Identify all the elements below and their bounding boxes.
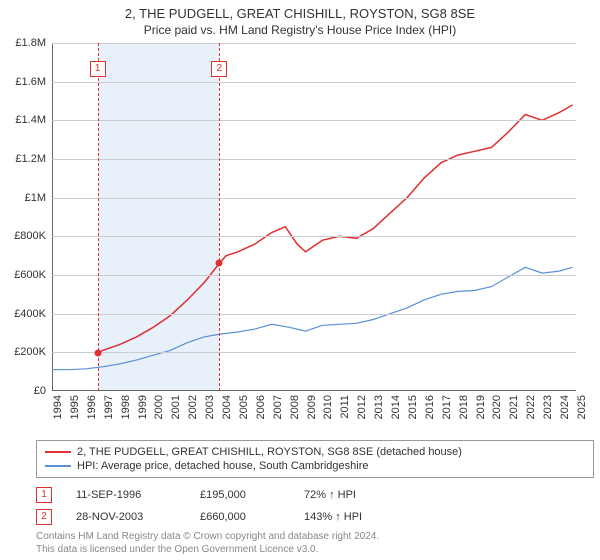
x-axis-label: 1995: [69, 395, 81, 419]
x-axis-label: 1997: [103, 395, 115, 419]
y-axis-label: £400K: [14, 308, 46, 320]
credit-line-2: This data is licensed under the Open Gov…: [36, 543, 576, 556]
series-price_paid: [98, 105, 573, 353]
x-axis-label: 2025: [576, 395, 588, 419]
y-axis-label: £200K: [14, 346, 46, 358]
y-axis-label: £800K: [14, 230, 46, 242]
x-axis-label: 2022: [525, 395, 537, 419]
x-axis-label: 2009: [306, 395, 318, 419]
chart-area: £0£200K£400K£600K£800K£1M£1.2M£1.4M£1.6M…: [52, 43, 576, 391]
gridline: [52, 43, 576, 44]
legend-label: HPI: Average price, detached house, Sout…: [77, 460, 368, 472]
chart-subtitle: Price paid vs. HM Land Registry's House …: [0, 21, 600, 43]
chart-title: 2, THE PUDGELL, GREAT CHISHILL, ROYSTON,…: [0, 0, 600, 21]
transaction-price: £195,000: [200, 489, 280, 501]
y-axis-label: £1.4M: [15, 114, 46, 126]
y-axis-label: £0: [34, 385, 46, 397]
x-axis-label: 2020: [491, 395, 503, 419]
x-axis-label: 2014: [390, 395, 402, 419]
x-axis-label: 2017: [441, 395, 453, 419]
x-axis-label: 2006: [255, 395, 267, 419]
x-axis-label: 1996: [86, 395, 98, 419]
gridline: [52, 236, 576, 237]
x-axis-label: 1999: [137, 395, 149, 419]
x-axis-label: 2011: [339, 395, 351, 419]
gridline: [52, 352, 576, 353]
x-axis-label: 2004: [221, 395, 233, 419]
transaction-pct: 72% ↑ HPI: [304, 489, 356, 501]
x-axis-label: 2016: [424, 395, 436, 419]
x-axis-label: 2002: [187, 395, 199, 419]
x-axis-label: 2001: [170, 395, 182, 419]
marker-badge-2: 2: [211, 61, 227, 77]
transaction-row: 2 28-NOV-2003 £660,000 143% ↑ HPI: [36, 506, 576, 528]
series-hpi: [52, 267, 573, 369]
marker-dot-2: [216, 260, 223, 267]
marker-badge-1: 1: [90, 61, 106, 77]
gridline: [52, 314, 576, 315]
y-axis-label: £600K: [14, 269, 46, 281]
gridline: [52, 198, 576, 199]
x-axis-label: 2010: [322, 395, 334, 419]
transaction-date: 11-SEP-1996: [76, 489, 176, 501]
x-axis-label: 2015: [407, 395, 419, 419]
x-axis-label: 2008: [289, 395, 301, 419]
x-axis-label: 2021: [508, 395, 520, 419]
y-axis-label: £1.8M: [15, 37, 46, 49]
legend-label: 2, THE PUDGELL, GREAT CHISHILL, ROYSTON,…: [77, 446, 462, 458]
gridline: [52, 82, 576, 83]
transaction-date: 28-NOV-2003: [76, 511, 176, 523]
x-axis-label: 2007: [272, 395, 284, 419]
x-axis-label: 2024: [559, 395, 571, 419]
legend-box: 2, THE PUDGELL, GREAT CHISHILL, ROYSTON,…: [36, 440, 594, 478]
credit-line-1: Contains HM Land Registry data © Crown c…: [36, 530, 576, 543]
credit-text: Contains HM Land Registry data © Crown c…: [36, 530, 576, 556]
x-axis-label: 2023: [542, 395, 554, 419]
x-axis-label: 2019: [475, 395, 487, 419]
gridline: [52, 159, 576, 160]
x-axis-label: 1998: [120, 395, 132, 419]
marker-dot-1: [94, 350, 101, 357]
marker-line-1: [98, 43, 99, 391]
transaction-badge: 1: [36, 487, 52, 503]
legend-swatch: [45, 451, 71, 453]
transaction-list: 1 11-SEP-1996 £195,000 72% ↑ HPI 2 28-NOV-200…: [36, 484, 576, 528]
transaction-row: 1 11-SEP-1996 £195,000 72% ↑ HPI: [36, 484, 576, 506]
line-series: [52, 43, 576, 391]
x-axis-label: 2005: [238, 395, 250, 419]
y-axis-label: £1.2M: [15, 153, 46, 165]
marker-line-2: [219, 43, 220, 391]
x-axis-label: 2018: [458, 395, 470, 419]
gridline: [52, 275, 576, 276]
y-axis-label: £1M: [25, 192, 46, 204]
x-axis-label: 2000: [153, 395, 165, 419]
legend-swatch: [45, 465, 71, 467]
transaction-price: £660,000: [200, 511, 280, 523]
y-axis-label: £1.6M: [15, 76, 46, 88]
gridline: [52, 120, 576, 121]
legend-row: HPI: Average price, detached house, Sout…: [45, 459, 585, 473]
x-axis-label: 2013: [373, 395, 385, 419]
x-axis-label: 1994: [52, 395, 64, 419]
transaction-badge: 2: [36, 509, 52, 525]
x-axis-label: 2012: [356, 395, 368, 419]
transaction-pct: 143% ↑ HPI: [304, 511, 362, 523]
legend-row: 2, THE PUDGELL, GREAT CHISHILL, ROYSTON,…: [45, 445, 585, 459]
x-axis-label: 2003: [204, 395, 216, 419]
